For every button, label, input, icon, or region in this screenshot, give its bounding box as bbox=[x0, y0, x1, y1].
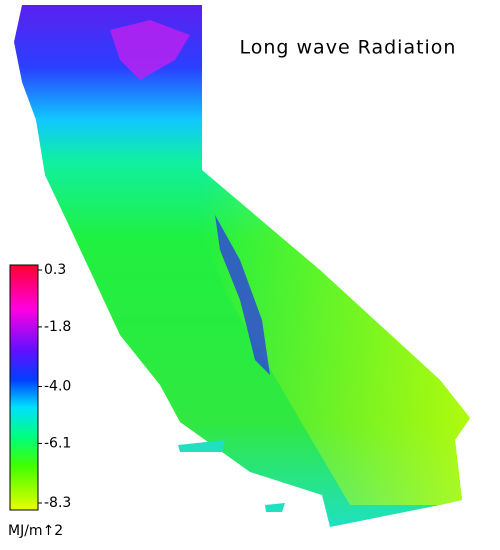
map-title: Long wave Radiation bbox=[240, 37, 457, 59]
colorbar-tick-label: -1.8 bbox=[44, 319, 71, 335]
island bbox=[178, 440, 225, 452]
california bbox=[14, 5, 470, 527]
colorbar-tick-label: -4.0 bbox=[44, 379, 71, 395]
colorbar-tick-label: 0.3 bbox=[44, 262, 66, 278]
high-region bbox=[110, 20, 190, 80]
land-east bbox=[200, 170, 470, 505]
island bbox=[265, 503, 285, 512]
colorbar-unit: MJ/m↑2 bbox=[8, 523, 63, 539]
colorbar bbox=[9, 264, 39, 511]
mountains bbox=[215, 215, 270, 375]
colorbar-tick-label: -8.3 bbox=[44, 495, 71, 511]
colorbar-tick-label: -6.1 bbox=[44, 435, 71, 451]
